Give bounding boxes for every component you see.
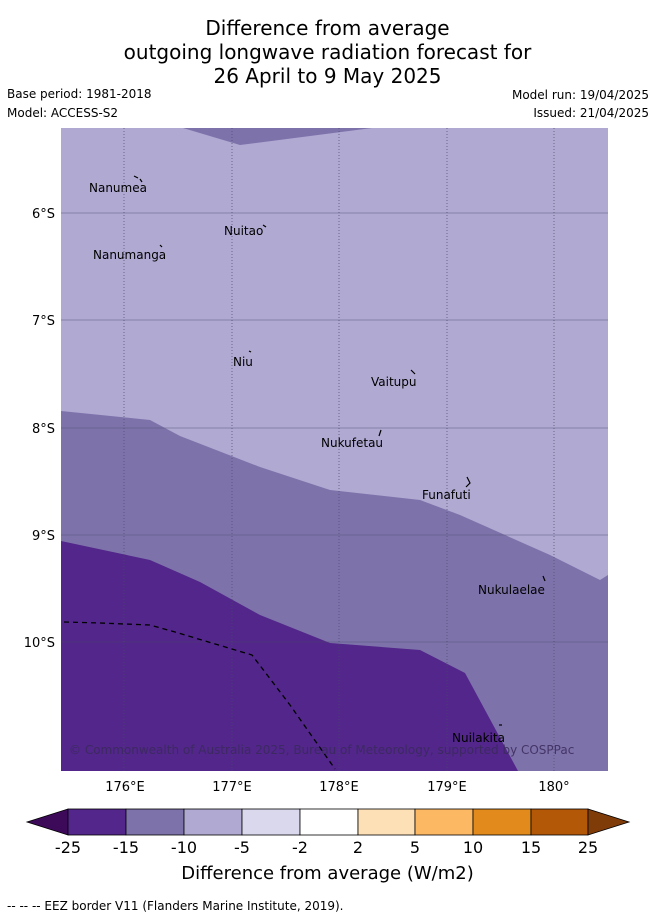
eez-legend-note: -- -- -- EEZ border V11 (Flanders Marine… [7,899,344,913]
island-label-nuilakita: Nuilakita [452,731,505,745]
colorbar [25,808,631,836]
island-label-niu: Niu [233,355,253,369]
island-label-funafuti: Funafuti [422,488,471,502]
island-label-nukulaelae: Nukulaelae [478,583,545,597]
anomaly-field [61,128,608,771]
colorbar-swatch [183,808,243,836]
colorbar-swatch [299,808,359,836]
lon-label: 176°E [105,780,145,795]
lon-label: 177°E [212,780,252,795]
region-minus-10-north [183,128,372,145]
colorbar-tick: -5 [234,838,250,857]
lon-label: 180° [538,780,569,795]
island-markers [133,175,546,726]
title-line-1: Difference from average [205,16,450,40]
colorbar-swatch [472,808,532,836]
title-line-2: outgoing longwave radiation forecast for [123,40,532,64]
lat-label: 8°S [32,422,55,437]
colorbar-extend-high [587,808,631,836]
island-label-vaitupu: Vaitupu [371,375,417,389]
lon-label: 178°E [319,780,359,795]
colorbar-tick: -10 [171,838,197,857]
base-period: Base period: 1981-2018 [7,87,152,101]
gridlines [61,128,608,771]
colorbar-swatch [125,808,185,836]
colorbar-tick: -2 [292,838,308,857]
copyright-notice: © Commonwealth of Australia 2025, Bureau… [69,743,574,757]
lat-label: 9°S [32,529,55,544]
colorbar-swatch [357,808,416,836]
colorbar-tick: 2 [353,838,363,857]
title-line-3: 26 April to 9 May 2025 [213,64,442,88]
map-title: Difference from average outgoing longwav… [0,16,655,88]
island-label-nanumea: Nanumea [89,181,147,195]
model-name: Model: ACCESS-S2 [7,106,119,120]
colorbar-tick: 25 [578,838,598,857]
colorbar-tick: -15 [113,838,139,857]
colorbar-tick: 15 [521,838,541,857]
issued-date: Issued: 21/04/2025 [533,106,649,120]
lat-label: 7°S [32,314,55,329]
eez-border-line [63,621,336,770]
lat-label: 10°S [24,636,55,651]
latitude-labels: 6°S 7°S 8°S 9°S 10°S [24,207,55,651]
colorbar-tick: 5 [410,838,420,857]
island-label-nuitao: Nuitao [224,224,263,238]
region-minus-15 [61,541,518,771]
colorbar-swatch [414,808,474,836]
longitude-labels: 176°E 177°E 178°E 179°E 180° [105,780,569,795]
lat-label: 6°S [32,207,55,222]
island-label-nanumanga: Nanumanga [93,248,166,262]
colorbar-label: Difference from average (W/m2) [181,863,474,884]
colorbar-swatch [67,808,127,836]
lon-label: 179°E [427,780,467,795]
island-labels: Nanumea Nuitao Nanumanga Niu Vaitupu Nuk… [89,181,545,745]
model-run: Model run: 19/04/2025 [511,88,649,102]
colorbar-swatch [530,808,589,836]
colorbar-ticks: -25 -15 -10 -5 -2 2 5 10 15 25 [55,838,598,857]
colorbar-tick: 10 [463,838,483,857]
island-label-nukufetau: Nukufetau [321,436,383,450]
colorbar-extend-low [25,808,69,836]
colorbar-swatch [241,808,301,836]
colorbar-tick: -25 [55,838,81,857]
